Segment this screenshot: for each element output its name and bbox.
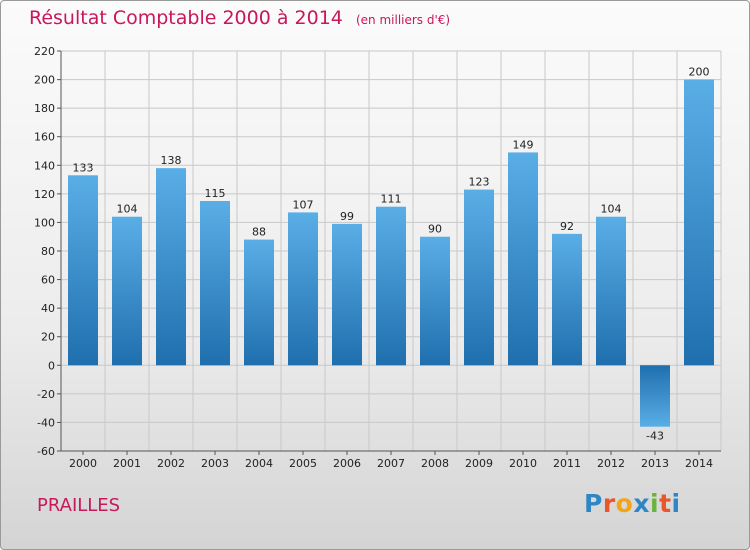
y-tick-label: 40	[41, 302, 55, 315]
logo-letter: x	[633, 489, 650, 518]
chart-unit-label: (en milliers d'€)	[355, 13, 451, 27]
x-tick-label-2001: 2001	[113, 457, 141, 470]
chart-title: Résultat Comptable 2000 à 2014	[29, 7, 343, 29]
y-tick-label: -40	[37, 416, 55, 429]
x-tick-label-2010: 2010	[509, 457, 537, 470]
axis-layer: -60 -40 -20 0 20 40 60 80 100 120 140 160 180 200 220 2…	[34, 45, 721, 470]
data-label-2010: 149	[513, 138, 534, 151]
y-tick-label: 160	[34, 131, 55, 144]
y-tick-label: -60	[37, 445, 55, 458]
x-tick-label-2005: 2005	[289, 457, 317, 470]
bar-2007	[376, 206, 406, 366]
commune-name: PRAILLES	[37, 495, 121, 516]
bar-2009	[464, 189, 494, 366]
x-tick-label-2002: 2002	[157, 457, 185, 470]
y-tick-label: 220	[34, 45, 55, 58]
data-label-2001: 104	[117, 203, 138, 216]
x-tick-label-2006: 2006	[333, 457, 361, 470]
x-tick-label-2009: 2009	[465, 457, 493, 470]
data-label-2005: 107	[293, 198, 314, 211]
x-tick-label-2000: 2000	[69, 457, 97, 470]
y-tick-label: 80	[41, 245, 55, 258]
data-label-2012: 104	[601, 203, 622, 216]
y-tick-label: 100	[34, 216, 55, 229]
logo-letter: t	[659, 489, 672, 518]
data-label-2007: 111	[381, 193, 402, 206]
data-label-2004: 88	[252, 226, 266, 239]
bar-2014	[684, 79, 714, 366]
x-tick-label-2003: 2003	[201, 457, 229, 470]
logo-letter: i	[671, 489, 681, 518]
bar-2005	[288, 212, 318, 366]
bar-2006	[332, 223, 362, 366]
bar-2000	[68, 175, 98, 366]
bar-2010	[508, 152, 538, 366]
x-tick-label-2013: 2013	[641, 457, 669, 470]
bar-2004	[244, 239, 274, 366]
x-tick-label-2014: 2014	[685, 457, 713, 470]
bar-2012	[596, 216, 626, 366]
x-tick-label-2008: 2008	[421, 457, 449, 470]
x-tick-label-2007: 2007	[377, 457, 405, 470]
data-label-2013: -43	[646, 430, 664, 443]
logo-letter: o	[615, 489, 634, 518]
bar-2008	[420, 236, 450, 366]
y-tick-label: 0	[48, 359, 55, 372]
data-label-2011: 92	[560, 220, 574, 233]
data-label-2003: 115	[205, 187, 226, 200]
data-label-2008: 90	[428, 223, 442, 236]
x-tick-label-2012: 2012	[597, 457, 625, 470]
logo-letter: P	[584, 489, 603, 518]
x-tick-label-2004: 2004	[245, 457, 273, 470]
data-label-2000: 133	[73, 161, 94, 174]
chart-title-block: Résultat Comptable 2000 à 2014 (en milli…	[29, 7, 450, 29]
bar-2002	[156, 168, 186, 366]
proxiti-logo[interactable]: Proxiti	[584, 489, 681, 518]
y-tick-label: 140	[34, 159, 55, 172]
data-label-2009: 123	[469, 176, 490, 189]
logo-letter: i	[650, 489, 660, 518]
bar-2013	[640, 365, 670, 427]
y-tick-label: 20	[41, 331, 55, 344]
y-tick-label: 120	[34, 188, 55, 201]
bar-2011	[552, 233, 582, 366]
label-layer: 133 104 138 115 88 107 99 111 90 123 149 92 104 -43 20…	[73, 66, 710, 443]
bar-2001	[112, 216, 142, 366]
y-tick-label: 60	[41, 274, 55, 287]
y-tick-label: 200	[34, 74, 55, 87]
y-tick-label: -20	[37, 388, 55, 401]
data-label-2006: 99	[340, 210, 354, 223]
logo-letter: r	[602, 489, 616, 518]
data-label-2014: 200	[689, 66, 710, 79]
bar-layer	[68, 79, 714, 427]
bar-2003	[200, 201, 230, 366]
data-label-2002: 138	[161, 154, 182, 167]
x-tick-label-2011: 2011	[553, 457, 581, 470]
y-tick-label: 180	[34, 102, 55, 115]
